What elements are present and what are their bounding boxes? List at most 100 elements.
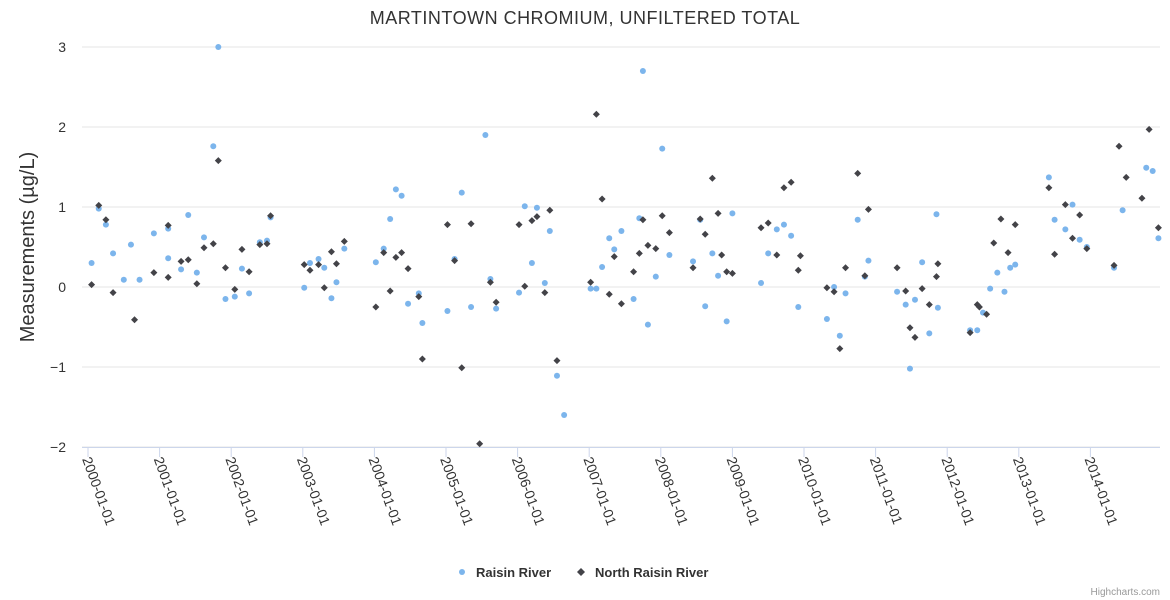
point-raisin-river[interactable]	[994, 269, 1001, 276]
point-north-raisin-river[interactable]	[718, 251, 726, 259]
point-raisin-river[interactable]	[599, 264, 606, 270]
point-raisin-river[interactable]	[392, 186, 399, 193]
point-north-raisin-river[interactable]	[443, 221, 451, 229]
point-raisin-river[interactable]	[372, 259, 379, 266]
point-north-raisin-river[interactable]	[1051, 250, 1059, 258]
point-north-raisin-river[interactable]	[150, 269, 158, 277]
point-north-raisin-river[interactable]	[109, 289, 117, 297]
point-raisin-river[interactable]	[301, 284, 308, 291]
point-raisin-river[interactable]	[521, 203, 528, 210]
point-raisin-river[interactable]	[185, 212, 192, 218]
point-raisin-river[interactable]	[709, 250, 716, 257]
point-raisin-river[interactable]	[974, 327, 981, 334]
point-north-raisin-river[interactable]	[1069, 234, 1076, 242]
point-raisin-river[interactable]	[405, 300, 412, 307]
legend-item-north-raisin-river[interactable]: North Raisin River	[577, 565, 708, 580]
point-north-raisin-river[interactable]	[315, 261, 323, 269]
point-raisin-river[interactable]	[1076, 236, 1083, 243]
point-north-raisin-river[interactable]	[911, 333, 919, 341]
point-north-raisin-river[interactable]	[861, 272, 869, 280]
point-north-raisin-river[interactable]	[418, 355, 426, 363]
point-raisin-river[interactable]	[1155, 235, 1162, 242]
point-north-raisin-river[interactable]	[541, 289, 549, 297]
point-raisin-river[interactable]	[723, 318, 730, 325]
point-raisin-river[interactable]	[165, 255, 172, 262]
point-north-raisin-river[interactable]	[1076, 211, 1084, 219]
point-north-raisin-river[interactable]	[630, 268, 638, 276]
point-raisin-river[interactable]	[215, 44, 222, 50]
point-north-raisin-river[interactable]	[617, 300, 625, 308]
point-raisin-river[interactable]	[788, 232, 795, 239]
point-north-raisin-river[interactable]	[263, 240, 271, 248]
point-raisin-river[interactable]	[528, 260, 535, 266]
point-raisin-river[interactable]	[926, 330, 933, 337]
point-raisin-river[interactable]	[120, 276, 127, 283]
point-north-raisin-river[interactable]	[665, 229, 673, 237]
point-north-raisin-river[interactable]	[1011, 221, 1019, 229]
point-raisin-river[interactable]	[444, 308, 451, 314]
point-north-raisin-river[interactable]	[533, 213, 541, 221]
point-raisin-river[interactable]	[773, 226, 780, 233]
point-raisin-river[interactable]	[419, 320, 426, 326]
point-raisin-river[interactable]	[222, 296, 229, 302]
point-north-raisin-river[interactable]	[1122, 173, 1130, 181]
point-north-raisin-river[interactable]	[966, 329, 974, 337]
point-north-raisin-river[interactable]	[787, 178, 795, 186]
point-north-raisin-river[interactable]	[1115, 142, 1123, 150]
point-north-raisin-river[interactable]	[708, 174, 716, 182]
point-raisin-river[interactable]	[380, 245, 387, 252]
point-north-raisin-river[interactable]	[1154, 224, 1162, 232]
legend-item-raisin-river[interactable]: Raisin River	[459, 565, 551, 580]
point-north-raisin-river[interactable]	[231, 285, 239, 293]
point-north-raisin-river[interactable]	[476, 440, 484, 448]
point-north-raisin-river[interactable]	[1110, 261, 1118, 269]
point-north-raisin-river[interactable]	[184, 256, 192, 264]
point-raisin-river[interactable]	[919, 259, 926, 266]
point-raisin-river[interactable]	[854, 216, 861, 223]
point-north-raisin-river[interactable]	[635, 249, 643, 257]
point-raisin-river[interactable]	[606, 235, 613, 242]
point-north-raisin-river[interactable]	[392, 253, 400, 261]
point-north-raisin-river[interactable]	[528, 217, 536, 225]
point-raisin-river[interactable]	[541, 280, 548, 286]
point-raisin-river[interactable]	[210, 143, 217, 150]
point-north-raisin-river[interactable]	[842, 264, 850, 272]
point-raisin-river[interactable]	[795, 304, 802, 310]
point-raisin-river[interactable]	[1062, 226, 1069, 233]
point-north-raisin-river[interactable]	[592, 110, 600, 118]
point-raisin-river[interactable]	[398, 192, 405, 199]
point-north-raisin-river[interactable]	[267, 212, 275, 220]
point-raisin-river[interactable]	[865, 257, 872, 264]
point-raisin-river[interactable]	[644, 321, 651, 328]
point-raisin-river[interactable]	[150, 230, 157, 237]
point-north-raisin-river[interactable]	[515, 221, 523, 229]
point-north-raisin-river[interactable]	[701, 230, 709, 238]
point-raisin-river[interactable]	[328, 295, 335, 302]
point-raisin-river[interactable]	[231, 293, 238, 300]
point-raisin-river[interactable]	[306, 260, 313, 266]
point-raisin-river[interactable]	[823, 316, 830, 322]
point-raisin-river[interactable]	[468, 304, 475, 310]
point-raisin-river[interactable]	[1012, 261, 1019, 268]
point-north-raisin-river[interactable]	[757, 224, 765, 232]
point-north-raisin-river[interactable]	[652, 245, 660, 253]
point-north-raisin-river[interactable]	[605, 290, 613, 298]
point-north-raisin-river[interactable]	[209, 240, 217, 248]
point-raisin-river[interactable]	[238, 265, 245, 272]
point-raisin-river[interactable]	[587, 285, 594, 292]
point-north-raisin-river[interactable]	[553, 357, 561, 365]
point-north-raisin-river[interactable]	[332, 260, 340, 268]
point-north-raisin-river[interactable]	[794, 266, 802, 274]
point-raisin-river[interactable]	[729, 210, 736, 217]
point-raisin-river[interactable]	[458, 189, 465, 196]
point-north-raisin-river[interactable]	[177, 257, 185, 265]
point-north-raisin-river[interactable]	[925, 301, 933, 309]
point-raisin-river[interactable]	[836, 332, 843, 339]
point-north-raisin-river[interactable]	[102, 216, 110, 224]
point-north-raisin-river[interactable]	[256, 241, 264, 249]
point-raisin-river[interactable]	[611, 246, 618, 253]
point-north-raisin-river[interactable]	[372, 303, 380, 311]
point-raisin-river[interactable]	[321, 264, 328, 271]
point-raisin-river[interactable]	[1045, 174, 1052, 181]
point-raisin-river[interactable]	[933, 211, 940, 218]
